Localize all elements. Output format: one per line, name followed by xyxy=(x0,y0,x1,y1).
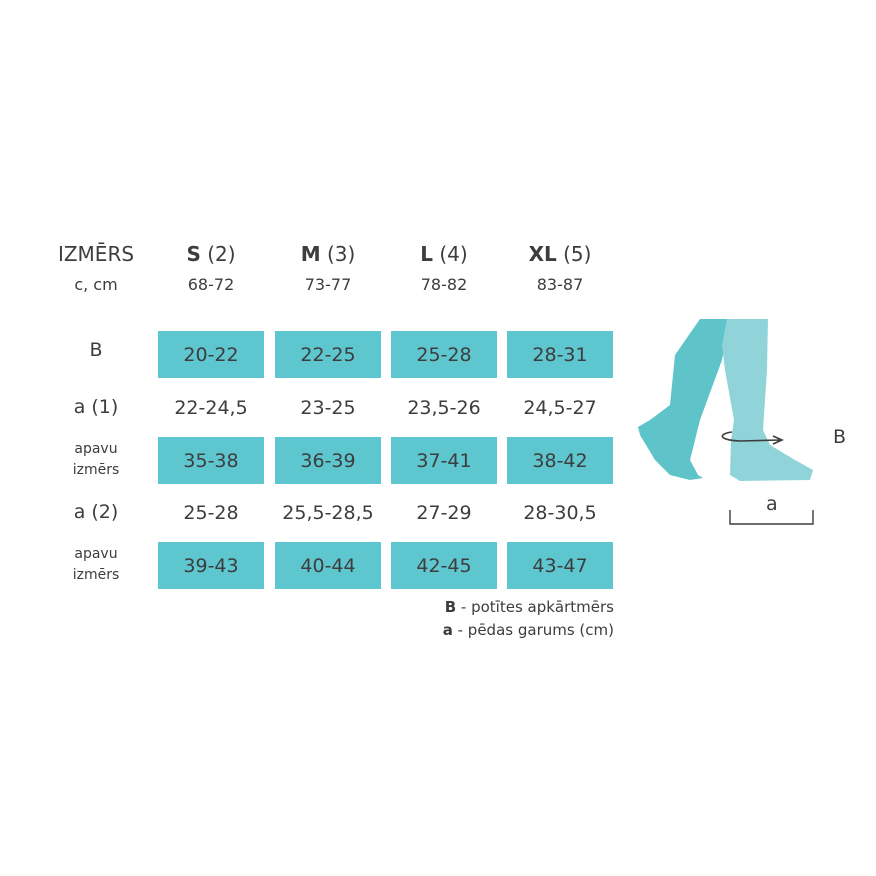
table-cell: 27-29 xyxy=(416,502,472,524)
b-label: B xyxy=(833,426,846,448)
table-cell: 28-31 xyxy=(507,331,613,378)
size-header-xl: XL (5) xyxy=(528,242,592,266)
row-label: B xyxy=(89,339,103,361)
front-leg xyxy=(722,319,813,481)
table-cell: 28-30,5 xyxy=(523,502,597,524)
table-cell: 20-22 xyxy=(158,331,264,378)
back-leg xyxy=(638,319,730,480)
row-label: apavu izmērs xyxy=(72,546,120,583)
table-cell: 25-28 xyxy=(183,502,239,524)
table-cell: 22-24,5 xyxy=(174,397,248,419)
table-cell: 23-25 xyxy=(300,397,356,419)
circumference-label: c, cm xyxy=(74,275,118,294)
table-cell: 39-43 xyxy=(158,542,264,589)
legend-a: a - pēdas garums (cm) xyxy=(442,621,614,639)
table-cell: 23,5-26 xyxy=(407,397,481,419)
size-range: 68-72 xyxy=(187,275,235,294)
a-label: a xyxy=(766,493,778,515)
table-cell: 36-39 xyxy=(275,437,381,484)
size-range: 78-82 xyxy=(420,275,468,294)
legend-b: B - potītes apkārtmērs xyxy=(444,598,614,616)
row-label: a (1) xyxy=(73,396,119,418)
row-label: a (2) xyxy=(73,501,119,523)
size-header-m: M (3) xyxy=(300,242,356,266)
table-cell: 22-25 xyxy=(275,331,381,378)
circumference-arrow-icon xyxy=(721,431,784,445)
table-cell: 25,5-28,5 xyxy=(282,502,374,524)
size-label: IZMĒRS xyxy=(57,242,135,266)
leg-illustration: B a xyxy=(638,319,846,525)
length-bracket xyxy=(729,510,814,525)
table-cell: 37-41 xyxy=(391,437,497,484)
table-cell: 24,5-27 xyxy=(523,397,597,419)
size-range: 83-87 xyxy=(536,275,584,294)
size-range: 73-77 xyxy=(304,275,352,294)
table-cell: 40-44 xyxy=(275,542,381,589)
table-cell: 42-45 xyxy=(391,542,497,589)
table-cell: 35-38 xyxy=(158,437,264,484)
row-label: apavu izmērs xyxy=(72,441,120,478)
size-header-l: L (4) xyxy=(420,242,468,266)
table-cell: 25-28 xyxy=(391,331,497,378)
table-cell: 43-47 xyxy=(507,542,613,589)
size-header-s: S (2) xyxy=(186,242,236,266)
table-cell: 38-42 xyxy=(507,437,613,484)
